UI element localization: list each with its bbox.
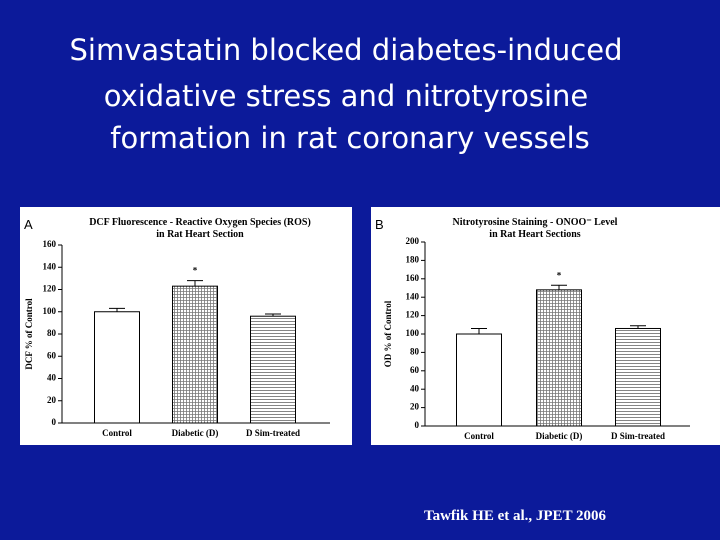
y-axis-label: DCF % of Control bbox=[24, 298, 34, 370]
error-bar bbox=[471, 327, 487, 334]
y-axis-label: OD % of Control bbox=[383, 300, 393, 367]
error-bar bbox=[551, 284, 567, 290]
y-tick-label: 100 bbox=[406, 328, 420, 338]
y-tick-label: 140 bbox=[406, 291, 420, 301]
error-bar bbox=[630, 325, 646, 329]
citation: Tawfik HE et al., JPET 2006 bbox=[424, 508, 607, 524]
y-tick-label: 120 bbox=[43, 284, 57, 294]
x-tick-label: Diabetic (D) bbox=[536, 431, 583, 441]
y-tick-label: 120 bbox=[406, 310, 420, 320]
bar bbox=[172, 285, 218, 424]
error-bar bbox=[265, 313, 281, 317]
chart-title: in Rat Heart Section bbox=[156, 229, 244, 240]
y-tick-label: 20 bbox=[410, 402, 420, 412]
x-tick-label: D Sim-treated bbox=[611, 431, 665, 441]
slide-title: oxidative stress and nitrotyrosine bbox=[104, 79, 589, 113]
y-tick-label: 80 bbox=[410, 346, 420, 356]
significance-mark: * bbox=[557, 270, 562, 280]
slide-title: formation in rat coronary vessels bbox=[110, 121, 590, 155]
y-tick-label: 100 bbox=[43, 306, 57, 316]
y-tick-label: 40 bbox=[47, 373, 57, 383]
y-tick-label: 80 bbox=[47, 328, 57, 338]
chart-title: in Rat Heart Sections bbox=[489, 229, 580, 240]
x-tick-label: Diabetic (D) bbox=[172, 428, 219, 438]
x-tick-label: Control bbox=[102, 428, 132, 438]
y-tick-label: 200 bbox=[406, 236, 420, 246]
y-tick-label: 20 bbox=[47, 395, 57, 405]
y-tick-label: 60 bbox=[410, 365, 420, 375]
chart-title: Nitrotyrosine Staining - ONOO⁻ Level bbox=[453, 217, 618, 228]
bar bbox=[456, 333, 502, 427]
bar bbox=[250, 315, 296, 424]
significance-mark: * bbox=[193, 266, 198, 276]
bar bbox=[615, 327, 661, 427]
y-tick-label: 140 bbox=[43, 261, 57, 271]
y-tick-label: 60 bbox=[47, 350, 57, 360]
panel-label: A bbox=[24, 217, 33, 232]
x-tick-label: Control bbox=[464, 431, 494, 441]
y-tick-label: 160 bbox=[43, 239, 57, 249]
y-tick-label: 0 bbox=[52, 417, 57, 427]
error-bar bbox=[187, 280, 203, 287]
y-tick-label: 40 bbox=[410, 383, 420, 393]
bar bbox=[536, 289, 582, 427]
error-bar bbox=[109, 307, 125, 312]
chart-title: DCF Fluorescence - Reactive Oxygen Speci… bbox=[89, 217, 311, 228]
x-tick-label: D Sim-treated bbox=[246, 428, 300, 438]
slide-title: Simvastatin blocked diabetes-induced bbox=[70, 33, 623, 67]
y-tick-label: 180 bbox=[406, 254, 420, 264]
y-tick-label: 0 bbox=[415, 420, 420, 430]
bar bbox=[94, 311, 140, 424]
panel-label: B bbox=[375, 217, 384, 232]
y-tick-label: 160 bbox=[406, 273, 420, 283]
